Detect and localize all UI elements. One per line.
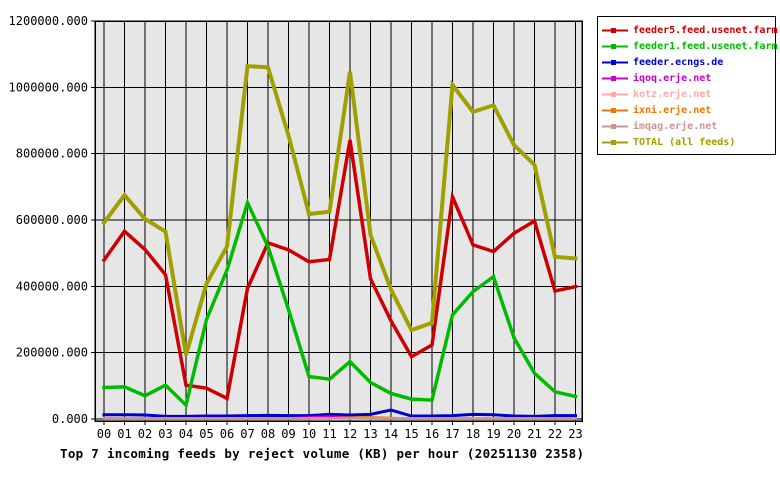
legend-line-sample-icon bbox=[602, 43, 628, 49]
x-tick-label: 22 bbox=[548, 427, 562, 441]
legend-label: ixni.erje.net bbox=[633, 104, 712, 116]
x-tick-label: 19 bbox=[486, 427, 500, 441]
x-tick-label: 05 bbox=[199, 427, 213, 441]
x-tick-label: 03 bbox=[158, 427, 172, 441]
legend-line-sample-icon bbox=[602, 139, 628, 145]
plot-area bbox=[95, 21, 582, 421]
series-line-feeder-ecngs-de bbox=[102, 408, 577, 418]
legend-sample-marker bbox=[611, 75, 616, 81]
x-tick-label: 17 bbox=[445, 427, 459, 441]
x-tick-label: 01 bbox=[117, 427, 131, 441]
y-tick-label: 1200000.000 bbox=[9, 14, 88, 28]
x-tick-label: 15 bbox=[404, 427, 418, 441]
legend-line-sample-icon bbox=[602, 123, 628, 129]
y-tick-label: 200000.000 bbox=[16, 346, 88, 360]
x-tick-label: 11 bbox=[322, 427, 336, 441]
legend-label: TOTAL (all feeds) bbox=[633, 136, 736, 148]
legend-item: iqoq.erje.net bbox=[598, 70, 775, 86]
legend-sample-marker bbox=[611, 43, 616, 49]
legend: feeder5.feed.usenet.farm feeder1.feed.use… bbox=[597, 16, 778, 155]
legend-label: feeder1.feed.usenet.farm bbox=[633, 40, 778, 52]
legend-item: ixni.erje.net bbox=[598, 102, 775, 118]
y-tick-label: 1000000.000 bbox=[9, 80, 88, 94]
chart-title: Top 7 incoming feeds by reject volume (K… bbox=[60, 446, 585, 461]
legend-item: kotz.erje.net bbox=[598, 86, 775, 102]
y-tick-label: 800000.000 bbox=[16, 147, 88, 161]
x-tick-label: 13 bbox=[363, 427, 377, 441]
x-tick-label: 06 bbox=[220, 427, 234, 441]
x-tick-label: 16 bbox=[425, 427, 439, 441]
legend-item: imqag.erje.net bbox=[598, 118, 775, 134]
x-tick-label: 09 bbox=[281, 427, 295, 441]
legend-sample-marker bbox=[611, 27, 616, 33]
legend-sample-marker bbox=[611, 107, 616, 113]
y-tick-label: 0.000 bbox=[52, 412, 88, 426]
legend-item: feeder5.feed.usenet.farm bbox=[598, 22, 778, 38]
legend-sample-marker bbox=[611, 123, 616, 129]
legend-line-sample-icon bbox=[602, 91, 628, 97]
x-tick-label: 10 bbox=[302, 427, 316, 441]
legend-label: feeder5.feed.usenet.farm bbox=[633, 24, 778, 36]
x-tick-label: 12 bbox=[343, 427, 357, 441]
legend-item: feeder1.feed.usenet.farm bbox=[598, 38, 778, 54]
y-tick-label: 600000.000 bbox=[16, 213, 88, 227]
legend-item: TOTAL (all feeds) bbox=[598, 134, 775, 150]
legend-label: feeder.ecngs.de bbox=[633, 56, 724, 68]
legend-label: kotz.erje.net bbox=[633, 88, 712, 100]
legend-line-sample-icon bbox=[602, 75, 628, 81]
x-tick-label: 08 bbox=[261, 427, 275, 441]
legend-label: imqag.erje.net bbox=[633, 120, 718, 132]
series-line-feeder5-feed-usenet-farm bbox=[101, 139, 578, 402]
legend-line-sample-icon bbox=[602, 59, 628, 65]
legend-line-sample-icon bbox=[602, 27, 628, 33]
x-tick-label: 20 bbox=[507, 427, 521, 441]
legend-line-sample-icon bbox=[602, 107, 628, 113]
x-tick-label: 18 bbox=[466, 427, 480, 441]
x-tick-label: 23 bbox=[568, 427, 582, 441]
axis-labels: 00 01 02 03 04 05 06 07 08 09 10 11 12 13 14 15 16 17 18 19… bbox=[9, 14, 583, 441]
legend-item: feeder.ecngs.de bbox=[598, 54, 775, 70]
legend-sample-marker bbox=[611, 91, 616, 97]
series-line-total-all-feeds- bbox=[101, 63, 578, 356]
series-line-feeder1-feed-usenet-farm bbox=[102, 197, 578, 409]
y-tick-label: 400000.000 bbox=[16, 279, 88, 293]
x-tick-label: 14 bbox=[384, 427, 398, 441]
x-tick-label: 21 bbox=[527, 427, 541, 441]
x-tick-label: 04 bbox=[179, 427, 193, 441]
legend-label: iqoq.erje.net bbox=[633, 72, 712, 84]
x-tick-label: 00 bbox=[97, 427, 111, 441]
plot-border bbox=[94, 20, 583, 422]
x-tick-label: 02 bbox=[138, 427, 152, 441]
x-tick-label: 07 bbox=[240, 427, 254, 441]
gridlines bbox=[91, 20, 582, 425]
legend-sample-marker bbox=[611, 59, 616, 65]
legend-sample-marker bbox=[611, 139, 616, 145]
